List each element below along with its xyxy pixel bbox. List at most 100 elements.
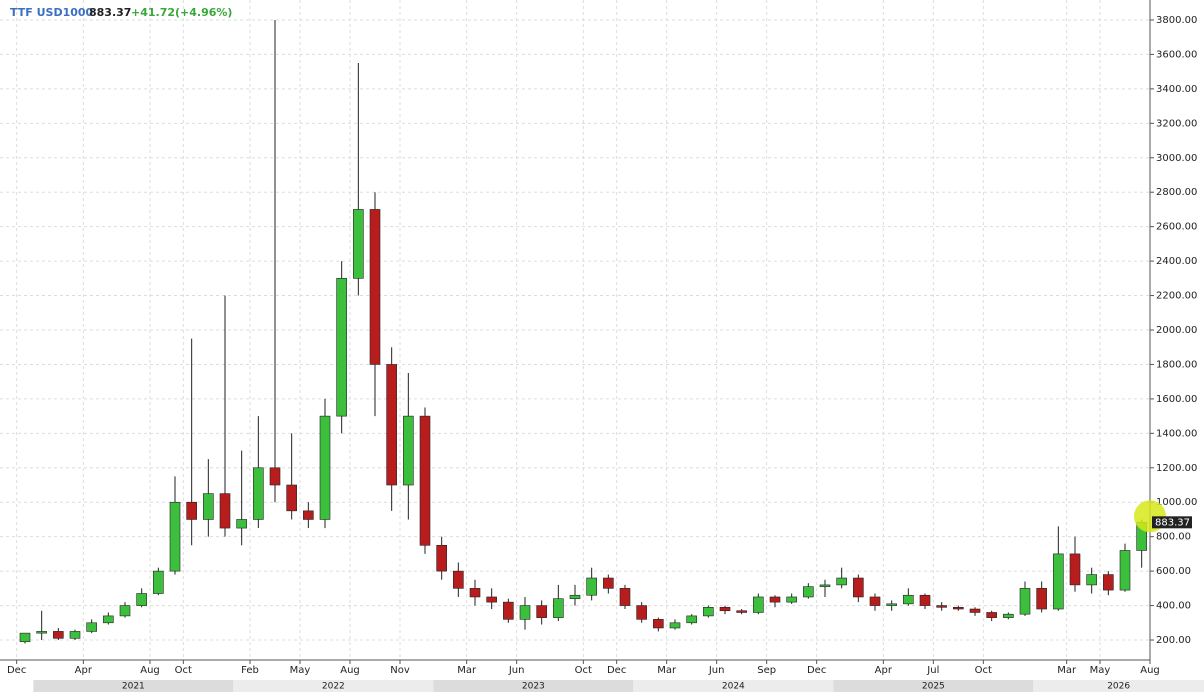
y-tick-label: 800.00 bbox=[1156, 532, 1191, 543]
y-tick-label: 600.00 bbox=[1156, 566, 1191, 577]
y-tick-label: 1600.00 bbox=[1156, 394, 1197, 405]
x-tick-label: Oct bbox=[175, 665, 192, 676]
year-label: 2021 bbox=[122, 682, 145, 692]
x-tick-label: Jun bbox=[708, 665, 725, 676]
candle-body bbox=[36, 631, 47, 634]
year-band bbox=[33, 680, 234, 692]
candle-body bbox=[553, 598, 564, 618]
candle-body bbox=[1003, 613, 1014, 618]
candle-body bbox=[219, 493, 231, 529]
x-tick-label: Apr bbox=[75, 665, 93, 676]
year-label: 2022 bbox=[322, 682, 345, 692]
y-tick-label: 1800.00 bbox=[1156, 359, 1197, 370]
x-tick-label: Aug bbox=[140, 665, 160, 676]
x-tick-label: May bbox=[290, 665, 311, 676]
x-tick-label: Mar bbox=[457, 665, 477, 676]
y-tick-label: 1200.00 bbox=[1156, 463, 1197, 474]
candle-body bbox=[603, 577, 614, 589]
candle-body bbox=[153, 570, 164, 594]
candle-body bbox=[969, 608, 981, 613]
candle-body bbox=[1086, 574, 1097, 586]
last-price-tag-label: 883.37 bbox=[1155, 517, 1190, 528]
candle-body bbox=[469, 588, 481, 598]
y-tick-label: 3800.00 bbox=[1156, 15, 1197, 26]
plot-area bbox=[0, 0, 1151, 660]
candle-body bbox=[1103, 574, 1114, 591]
last-price-tag bbox=[1152, 516, 1192, 529]
candle-body bbox=[169, 501, 181, 572]
candle-body bbox=[786, 596, 797, 603]
candle-body bbox=[419, 415, 431, 546]
y-tick-label: 400.00 bbox=[1156, 601, 1191, 612]
year-label: 2025 bbox=[922, 682, 945, 692]
candle-body bbox=[953, 606, 964, 610]
candle-body bbox=[269, 467, 281, 486]
x-tick-label: Nov bbox=[390, 665, 410, 676]
candle-body bbox=[669, 622, 681, 629]
x-tick-label: Mar bbox=[1057, 665, 1077, 676]
candle-body bbox=[369, 209, 381, 365]
candle-body bbox=[653, 619, 664, 629]
candle-body bbox=[353, 209, 364, 279]
candle-body bbox=[1019, 588, 1031, 615]
candle-body bbox=[186, 501, 197, 520]
y-tick-label: 2600.00 bbox=[1156, 222, 1197, 233]
x-tick-label: Mar bbox=[657, 665, 677, 676]
y-tick-label: 3600.00 bbox=[1156, 49, 1197, 60]
candle-body bbox=[586, 577, 597, 596]
year-label: 2026 bbox=[1107, 682, 1130, 692]
price-change: +41.72(+4.96%) bbox=[131, 6, 232, 19]
candle-body bbox=[853, 577, 864, 598]
candle-body bbox=[319, 415, 331, 520]
candle-body bbox=[536, 605, 547, 618]
last-price: 883.37 bbox=[89, 6, 131, 19]
y-tick-label: 2400.00 bbox=[1156, 256, 1197, 267]
x-tick-label: Sep bbox=[757, 665, 776, 676]
candle-body bbox=[803, 586, 814, 598]
year-band bbox=[233, 680, 434, 692]
x-tick-label: Aug bbox=[1140, 665, 1160, 676]
candle-body bbox=[53, 631, 64, 639]
candle-body bbox=[636, 605, 647, 620]
x-tick-label: Jul bbox=[926, 665, 939, 676]
candle-body bbox=[386, 364, 397, 486]
candle-body bbox=[1036, 588, 1047, 610]
candle-body bbox=[69, 631, 81, 639]
year-band bbox=[833, 680, 1034, 692]
y-tick-label: 3200.00 bbox=[1156, 118, 1197, 129]
candle-body bbox=[336, 278, 347, 417]
y-tick-label: 1400.00 bbox=[1156, 428, 1197, 439]
candle-body bbox=[886, 603, 897, 606]
year-label: 2024 bbox=[722, 682, 745, 692]
candle-body bbox=[253, 467, 264, 520]
x-tick-label: Apr bbox=[875, 665, 893, 676]
candle-body bbox=[119, 605, 131, 617]
y-tick-label: 2000.00 bbox=[1156, 325, 1197, 336]
candle-body bbox=[769, 596, 781, 603]
candle-body bbox=[503, 601, 514, 620]
year-band bbox=[1033, 680, 1204, 692]
x-tick-label: May bbox=[1090, 665, 1111, 676]
candle-body bbox=[869, 596, 881, 606]
candle-body bbox=[103, 615, 114, 624]
candle-body bbox=[486, 596, 497, 603]
candle-body bbox=[819, 584, 831, 587]
candle-body bbox=[1119, 550, 1131, 591]
candle-body bbox=[19, 632, 31, 643]
x-tick-label: Dec bbox=[807, 665, 826, 676]
candle-body bbox=[453, 570, 464, 589]
candle-body bbox=[686, 615, 697, 624]
candle-body bbox=[1069, 553, 1081, 586]
candle-body bbox=[619, 588, 631, 606]
candle-body bbox=[519, 605, 531, 620]
year-band bbox=[633, 680, 834, 692]
candle-body bbox=[303, 510, 314, 520]
candle-body bbox=[986, 612, 997, 618]
candle-body bbox=[286, 484, 297, 512]
candle-body bbox=[836, 577, 847, 586]
candle-body bbox=[236, 519, 247, 529]
candle-body bbox=[919, 594, 931, 606]
candle-body bbox=[753, 596, 764, 613]
